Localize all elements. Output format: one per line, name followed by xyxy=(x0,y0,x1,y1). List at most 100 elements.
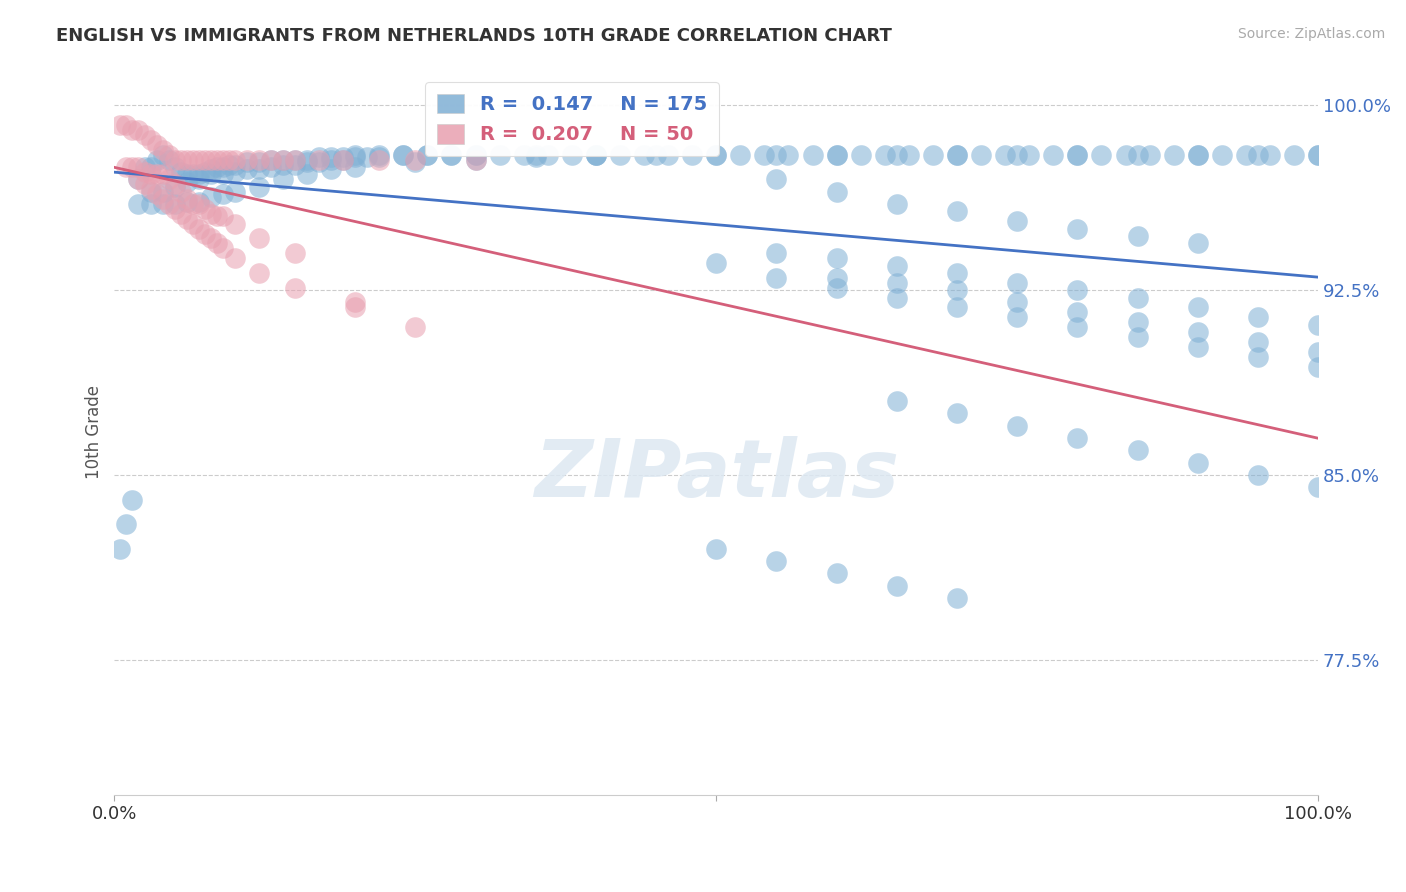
Point xyxy=(825,281,848,295)
Point xyxy=(344,301,367,315)
Point xyxy=(585,147,607,161)
Point xyxy=(524,147,547,161)
Point xyxy=(1247,147,1270,161)
Point xyxy=(187,197,209,211)
Point xyxy=(970,147,993,161)
Point xyxy=(181,197,204,211)
Point xyxy=(115,118,138,132)
Point xyxy=(169,185,191,199)
Point xyxy=(176,175,198,189)
Point xyxy=(464,147,486,161)
Point xyxy=(247,155,270,169)
Point xyxy=(1247,334,1270,349)
Point xyxy=(825,185,848,199)
Point xyxy=(152,197,174,211)
Point xyxy=(145,187,167,202)
Point xyxy=(585,147,607,161)
Point xyxy=(1066,283,1088,297)
Point xyxy=(1126,229,1149,244)
Point xyxy=(176,192,198,206)
Point xyxy=(163,202,186,216)
Point xyxy=(994,147,1017,161)
Point xyxy=(236,153,259,167)
Point xyxy=(200,207,222,221)
Point xyxy=(200,153,222,167)
Point xyxy=(187,221,209,235)
Point xyxy=(1308,318,1330,332)
Point xyxy=(211,241,233,255)
Point xyxy=(224,185,246,199)
Point xyxy=(127,123,149,137)
Point xyxy=(157,197,180,211)
Point xyxy=(886,276,908,290)
Point xyxy=(332,150,354,164)
Point xyxy=(169,165,191,179)
Point xyxy=(127,172,149,186)
Point xyxy=(1187,301,1209,315)
Point xyxy=(260,153,283,167)
Point xyxy=(730,147,752,161)
Point xyxy=(765,554,787,568)
Point xyxy=(295,168,318,182)
Point xyxy=(139,133,162,147)
Point xyxy=(946,591,969,605)
Point xyxy=(152,168,174,182)
Point xyxy=(1187,236,1209,251)
Point xyxy=(1126,291,1149,305)
Point xyxy=(224,165,246,179)
Point xyxy=(1282,147,1305,161)
Point xyxy=(224,153,246,167)
Point xyxy=(176,168,198,182)
Point xyxy=(1258,147,1281,161)
Point xyxy=(488,147,510,161)
Point xyxy=(163,178,186,192)
Point xyxy=(754,147,776,161)
Point xyxy=(110,541,132,556)
Point xyxy=(537,147,560,161)
Point xyxy=(1308,147,1330,161)
Point xyxy=(1308,480,1330,494)
Point xyxy=(1115,147,1137,161)
Point xyxy=(176,194,198,209)
Point xyxy=(1005,418,1028,433)
Point xyxy=(886,197,908,211)
Point xyxy=(1308,344,1330,359)
Point xyxy=(139,168,162,182)
Point xyxy=(157,147,180,161)
Point xyxy=(1042,147,1064,161)
Point xyxy=(211,187,233,202)
Point xyxy=(332,153,354,167)
Point xyxy=(1187,456,1209,470)
Point xyxy=(157,153,180,167)
Point xyxy=(1126,330,1149,344)
Point xyxy=(139,197,162,211)
Point xyxy=(1005,310,1028,325)
Point xyxy=(368,153,391,167)
Point xyxy=(778,147,800,161)
Point xyxy=(308,150,330,164)
Point xyxy=(145,168,167,182)
Point xyxy=(440,147,463,161)
Point xyxy=(163,179,186,194)
Point xyxy=(163,153,186,167)
Point xyxy=(181,217,204,231)
Point xyxy=(1066,305,1088,319)
Point xyxy=(1308,359,1330,374)
Point xyxy=(849,147,872,161)
Point xyxy=(704,147,727,161)
Point xyxy=(897,147,920,161)
Point xyxy=(176,211,198,226)
Point xyxy=(1005,295,1028,310)
Point xyxy=(169,207,191,221)
Point xyxy=(211,209,233,223)
Point xyxy=(946,301,969,315)
Point xyxy=(284,281,307,295)
Point xyxy=(825,271,848,285)
Point xyxy=(392,147,415,161)
Point xyxy=(115,160,138,174)
Point xyxy=(205,209,228,223)
Point xyxy=(224,157,246,171)
Point xyxy=(1066,221,1088,235)
Point xyxy=(886,259,908,273)
Point xyxy=(211,153,233,167)
